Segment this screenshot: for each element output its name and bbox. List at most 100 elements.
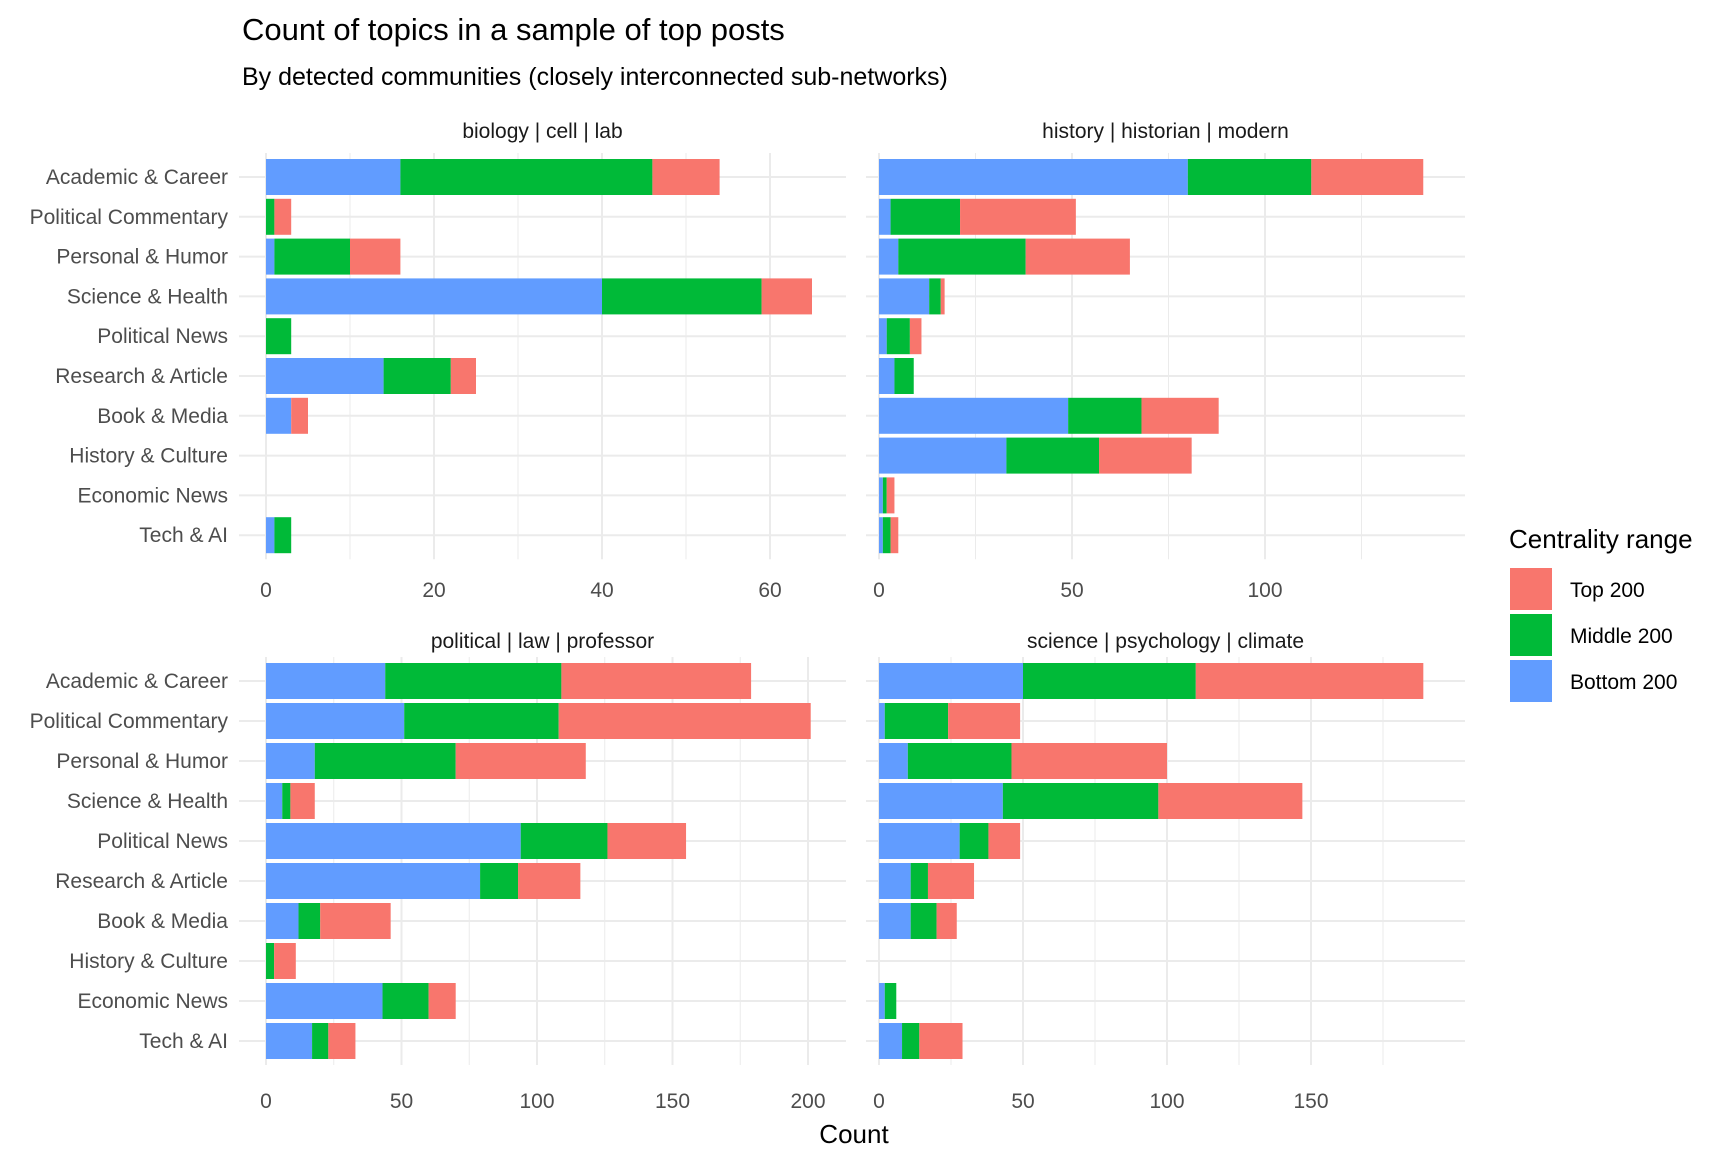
bar-segment-bottom-200 (879, 903, 911, 939)
x-tick-label: 100 (1149, 1090, 1184, 1113)
y-tick-label: Academic & Career (46, 670, 228, 693)
legend-key-middle-200 (1510, 614, 1552, 656)
bar-segment-middle-200 (400, 159, 653, 195)
bar-segment-middle-200 (902, 1023, 920, 1059)
bar-segment-middle-200 (382, 983, 429, 1019)
y-tick-label: Book & Media (97, 405, 228, 428)
panel-4: 0 50 100 150 science | psychology | climate (866, 630, 1465, 1113)
legend-label: Middle 200 (1570, 625, 1673, 648)
bar-segment-bottom-200 (266, 1023, 313, 1059)
bar-segment-middle-200 (266, 198, 275, 235)
legend-title: Centrality range (1509, 524, 1693, 554)
bar-segment-top-200 (1311, 159, 1424, 195)
legend-label: Top 200 (1570, 579, 1645, 602)
y-tick-label: Political News (97, 325, 228, 348)
y-tick-label: Tech & AI (139, 524, 228, 547)
bar-segment-middle-200 (312, 1023, 329, 1059)
bar-segment-middle-200 (266, 943, 275, 979)
panel-3: 0 50 100 150 200 political | law | professor A… (30, 630, 846, 1113)
bar-segment-bottom-200 (879, 863, 911, 899)
y-tick-label: Political News (97, 830, 228, 853)
bar-segment-top-200 (886, 477, 895, 514)
chart-title: Count of topics in a sample of top posts (242, 12, 785, 47)
bar-segment-bottom-200 (879, 983, 885, 1019)
bar-segment-bottom-200 (266, 238, 275, 275)
bar-segment-middle-200 (884, 703, 949, 739)
bar-segment-bottom-200 (266, 397, 292, 434)
bar-segment-bottom-200 (266, 903, 299, 939)
bar-segment-top-200 (1025, 238, 1130, 275)
bar-segment-top-200 (274, 943, 296, 979)
bar-segment-middle-200 (910, 903, 937, 939)
y-tick-label: Science & Health (67, 285, 228, 308)
panel-title: biology | cell | lab (462, 120, 622, 143)
bar-segment-middle-200 (274, 517, 292, 554)
x-tick-label: 0 (260, 579, 272, 602)
y-tick-label: Research & Article (55, 365, 228, 388)
panel-title: political | law | professor (431, 630, 654, 653)
bar-segment-top-200 (988, 823, 1021, 859)
bar-segment-top-200 (919, 1023, 963, 1059)
y-tick-label: Economic News (77, 990, 228, 1013)
bar-segment-middle-200 (910, 863, 928, 899)
bar-segment-bottom-200 (879, 437, 1007, 474)
bar-segment-bottom-200 (266, 863, 481, 899)
bar-segment-middle-200 (385, 663, 562, 699)
bar-segment-middle-200 (1187, 159, 1312, 195)
y-tick-label: Research & Article (55, 870, 228, 893)
bar-segment-middle-200 (480, 863, 519, 899)
bar-segment-top-200 (290, 783, 315, 819)
panel-2: 0 50 100 history | historian | modern (866, 120, 1465, 602)
bar-segment-bottom-200 (879, 517, 883, 554)
legend-key-top-200 (1510, 568, 1552, 610)
y-tick-label: Political Commentary (30, 710, 229, 733)
x-tick-label: 60 (758, 579, 781, 602)
bar-segment-middle-200 (884, 983, 897, 1019)
bar-segment-middle-200 (898, 238, 1026, 275)
bar-segment-top-200 (1195, 663, 1424, 699)
bar-segment-middle-200 (404, 703, 559, 739)
bar-segment-bottom-200 (879, 358, 895, 394)
bar-segment-bottom-200 (266, 517, 275, 554)
bar-segment-bottom-200 (879, 783, 1003, 819)
bar-segment-bottom-200 (879, 703, 885, 739)
x-tick-label: 40 (590, 579, 613, 602)
bar-segment-bottom-200 (266, 983, 383, 1019)
x-tick-label: 0 (873, 579, 885, 602)
legend: Centrality range Top 200 Middle 200 Bottom… (1509, 524, 1693, 702)
bar-segment-top-200 (1099, 437, 1192, 474)
bar-segment-middle-200 (1068, 397, 1142, 434)
x-tick-label: 150 (1293, 1090, 1328, 1113)
x-axis-title: Count (819, 1119, 889, 1149)
bar-segment-middle-200 (959, 823, 989, 859)
bar-segment-top-200 (518, 863, 581, 899)
panel-1: 0 20 40 60 biology | cell | lab Academic & Ca… (30, 120, 846, 602)
legend-label: Bottom 200 (1570, 671, 1677, 694)
bar-segment-top-200 (890, 517, 899, 554)
bar-segment-top-200 (1141, 397, 1219, 434)
bar-segment-middle-200 (274, 238, 350, 275)
bar-segment-top-200 (652, 159, 720, 195)
bar-segment-middle-200 (890, 198, 961, 235)
bar-segment-top-200 (1158, 783, 1303, 819)
bar-segment-middle-200 (520, 823, 608, 859)
y-tick-label: Tech & AI (139, 1030, 228, 1053)
bar-segment-middle-200 (929, 278, 941, 315)
bar-segment-top-200 (561, 663, 752, 699)
y-tick-label: Political Commentary (30, 206, 229, 229)
bar-segment-top-200 (450, 358, 476, 394)
bar-segment-middle-200 (1023, 663, 1196, 699)
bar-segment-bottom-200 (879, 159, 1188, 195)
bar-segment-top-200 (320, 903, 391, 939)
bar-segment-middle-200 (383, 358, 451, 394)
y-tick-label: History & Culture (69, 445, 228, 468)
bar-segment-middle-200 (882, 477, 887, 514)
bar-segment-bottom-200 (266, 663, 386, 699)
bar-segment-bottom-200 (879, 743, 908, 779)
bar-segment-top-200 (607, 823, 687, 859)
bar-segment-bottom-200 (266, 358, 384, 394)
bar-segment-middle-200 (894, 358, 914, 394)
bar-segment-bottom-200 (879, 397, 1069, 434)
panel-title: history | historian | modern (1042, 120, 1289, 143)
